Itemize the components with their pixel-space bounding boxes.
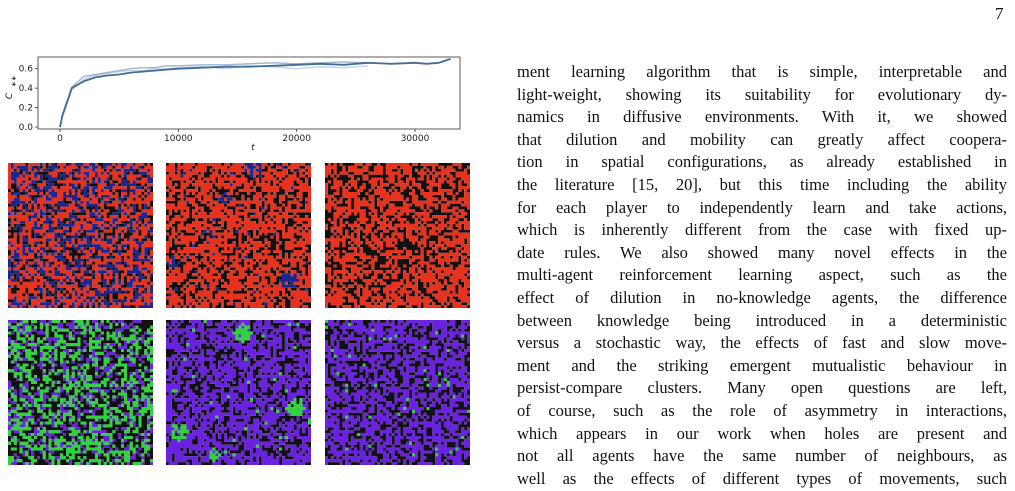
lattice-cells [166,320,311,465]
y-axis-label-sub: ∗∗ [10,75,18,87]
lattice-cells [166,163,311,306]
text-line: light-weight, showing its suitability fo… [517,84,1007,104]
text-line: multi-agent reinforcement learning aspec… [517,265,1007,285]
x-tick-label: 0 [57,134,63,144]
y-axis-label-main: C [5,92,15,99]
y-tick-label: 0.6 [19,65,34,75]
text-line: namics in diffusive environments. With i… [517,107,1007,127]
text-line: ment learning algorithm that is simple, … [517,62,1007,81]
plot-frame [37,56,461,130]
series-line [59,58,451,128]
series-line [59,65,368,128]
text-line: between knowledge being introduced in a … [517,310,1007,330]
text-line: effect of dilution in no-knowledge agent… [517,288,1007,307]
lattice-snapshot [7,163,153,308]
x-tick-label: 10000 [164,134,193,144]
y-tick-label: 0.0 [19,123,34,133]
text-line: the literature [15, 20], but this time i… [517,175,1007,194]
text-line: not all agents have the same number of n… [517,446,1007,466]
lattice-snapshot [166,320,311,465]
x-axis-label: t [251,143,255,153]
text-line: of course, such as the role of asymmetry… [517,401,1007,420]
page-number: 7 [995,4,1004,23]
lattice-cells [7,163,153,308]
text-line: persist-compare clusters. Many open ques… [517,378,1007,398]
lattice-cells [7,320,153,465]
y-axis-label: C ∗∗ [5,75,18,99]
y-tick-label: 0.4 [19,84,34,94]
lattice-cells [325,163,470,308]
figure: t C ∗∗ 0.0 0.2 0.4 0.6 0 10000 20000 30000 [5,56,470,465]
text-line: tion in spatial configurations, as alrea… [517,152,1007,172]
lattice-snapshot [166,163,311,308]
text-line: which appears in our work when holes are… [517,423,1007,443]
lattice-snapshot [325,163,470,308]
lattice-cells [166,163,311,308]
text-line: that dilution and mobility can greatly a… [517,129,1007,149]
lattice-cells [166,320,311,465]
x-tick-label: 30000 [401,134,430,144]
text-line: which is inherently different from the c… [517,220,1007,240]
text-line: ment and the striking emergent mutualist… [517,355,1007,375]
lattice-cells [7,163,153,308]
text-line: date rules. We also showed many novel ef… [517,242,1007,262]
text-line: versus a stochastic way, the effects of … [517,333,1007,353]
series-line [59,61,368,128]
x-tick-label: 20000 [282,134,311,144]
lattice-cells [325,320,470,465]
lattice-cells [7,320,153,465]
lattice-snapshot [325,320,470,465]
lattice-cells [7,320,153,465]
text-line: for each player to independently learn a… [517,197,1007,217]
text-line: well as the effects of different types o… [517,468,1007,488]
lattice-snapshot [7,320,153,465]
y-tick-label: 0.2 [19,104,33,114]
